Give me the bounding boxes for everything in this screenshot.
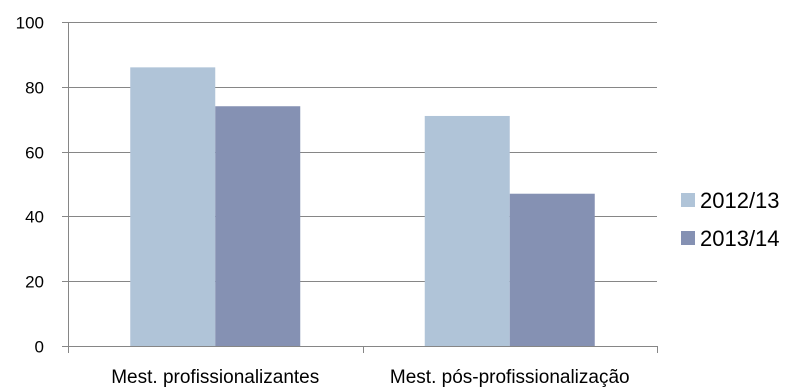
y-tick-label: 100 xyxy=(16,14,44,33)
bar-2012-13-2 xyxy=(424,115,510,347)
legend-label: 2013/14 xyxy=(700,226,780,251)
bar-2013-14-1 xyxy=(215,106,301,347)
axes xyxy=(62,22,658,353)
y-axis-ticks: 0 20 40 60 80 100 xyxy=(16,14,44,357)
y-tick-label: 80 xyxy=(25,79,44,98)
x-axis-categories: Mest. profissionalizantes Mest. pós-profi… xyxy=(111,367,629,388)
y-tick-label: 60 xyxy=(25,144,44,163)
x-category-label: Mest. profissionalizantes xyxy=(111,367,319,388)
legend-swatch-2013-14 xyxy=(681,231,695,245)
legend-swatch-2012-13 xyxy=(681,193,695,207)
y-tick-label: 40 xyxy=(25,208,44,227)
bar-2013-14-2 xyxy=(509,193,595,346)
y-tick-label: 20 xyxy=(25,273,44,292)
legend: 2012/13 2013/14 xyxy=(681,188,780,251)
bar-2012-13-1 xyxy=(130,67,216,347)
x-category-label: Mest. pós-profissionalização xyxy=(390,367,630,388)
y-tick-label: 0 xyxy=(35,338,44,357)
legend-label: 2012/13 xyxy=(700,188,780,213)
bars xyxy=(130,67,595,347)
